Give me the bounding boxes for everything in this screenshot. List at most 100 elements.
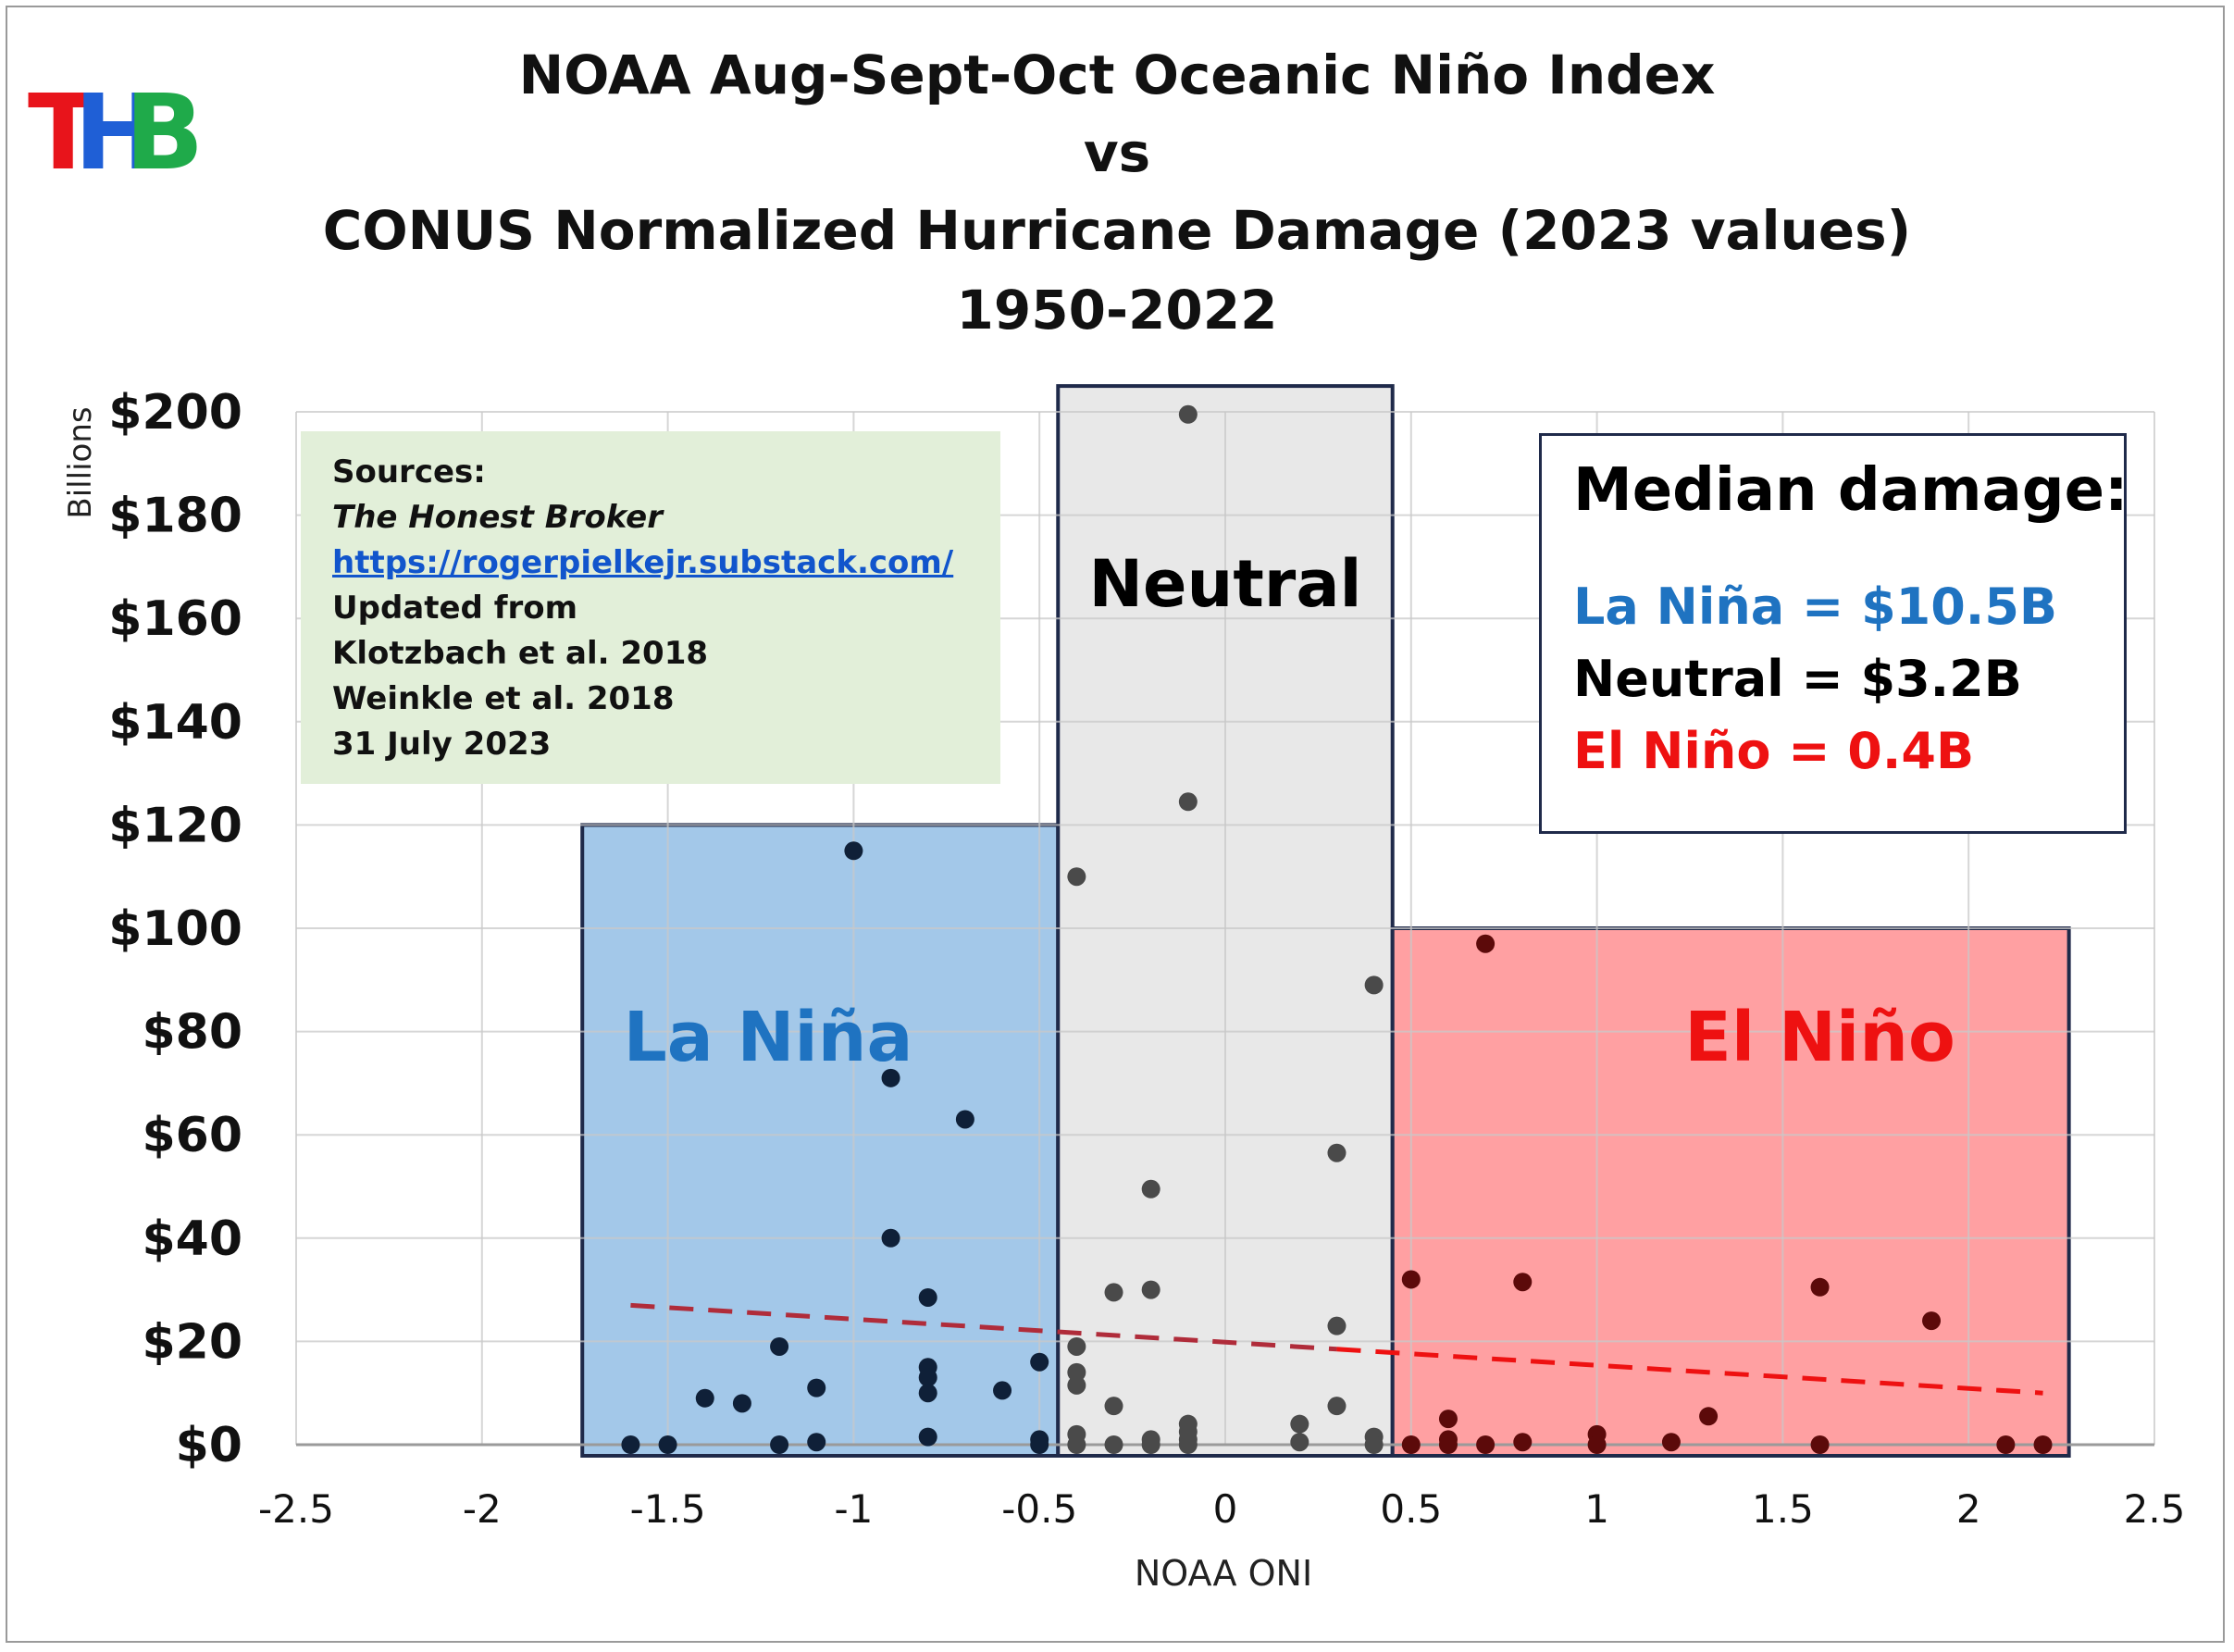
- chart-title: NOAA Aug-Sept-Oct Oceanic Niño Index: [519, 43, 1716, 106]
- data-point: [1141, 1435, 1160, 1454]
- region-label: Neutral: [1088, 546, 1361, 622]
- data-point: [1438, 1410, 1458, 1429]
- y-tick-label: $80: [142, 1005, 242, 1061]
- data-point: [1178, 1435, 1198, 1454]
- data-point: [881, 1228, 900, 1248]
- sources-line: Updated from: [332, 590, 578, 627]
- x-tick-label: 1: [1584, 1486, 1609, 1532]
- x-tick-label: -2: [463, 1486, 502, 1532]
- data-point: [658, 1435, 677, 1454]
- data-point: [844, 841, 863, 861]
- logo-letter: B: [125, 73, 204, 193]
- sources-url-link[interactable]: https://rogerpielkejr.substack.com/: [332, 544, 954, 581]
- y-tick-label: $120: [108, 798, 242, 853]
- data-point: [1104, 1435, 1123, 1454]
- data-point: [695, 1388, 714, 1408]
- sources-line: Klotzbach et al. 2018: [332, 635, 709, 672]
- data-point: [955, 1110, 974, 1129]
- sources-publication: The Honest Broker: [332, 499, 663, 536]
- data-point: [807, 1433, 826, 1452]
- data-point: [1141, 1179, 1160, 1199]
- data-point: [918, 1287, 937, 1307]
- data-point: [1513, 1433, 1533, 1452]
- data-point: [1364, 975, 1384, 995]
- x-axis-label: NOAA ONI: [1135, 1553, 1312, 1594]
- image-frame: [6, 6, 2225, 1643]
- data-point: [807, 1378, 826, 1397]
- data-point: [1438, 1435, 1458, 1454]
- data-point: [993, 1381, 1012, 1400]
- x-tick-label: -2.5: [258, 1486, 334, 1532]
- region-box: [580, 823, 1061, 1458]
- sources-line: 31 July 2023: [332, 726, 552, 763]
- y-tick-label: $180: [108, 489, 242, 544]
- data-point: [1327, 1143, 1347, 1162]
- region-labels: La Niña Neutral El Niño: [624, 546, 1955, 1077]
- enso-regions: [580, 384, 2071, 1459]
- y-tick-label: $60: [142, 1108, 242, 1163]
- data-point: [1699, 1407, 1719, 1426]
- data-point: [770, 1435, 789, 1454]
- x-tick-label: 2.5: [2124, 1486, 2186, 1532]
- logo-letter: H: [74, 73, 161, 193]
- median-title: Median damage:: [1573, 456, 2129, 525]
- data-point: [1364, 1435, 1384, 1454]
- median-neutral: Neutral = $3.2B: [1573, 650, 2022, 708]
- trendline: [630, 1302, 2043, 1396]
- data-point: [1104, 1397, 1123, 1416]
- data-point: [1476, 1435, 1496, 1454]
- chart-title-vs: vs: [1084, 121, 1150, 184]
- data-point: [770, 1336, 789, 1356]
- y-axis-ticks: $0 $20 $40 $60 $80 $100 $120 $140 $160 $180 $200: [108, 385, 242, 1473]
- data-point: [1178, 792, 1198, 812]
- logo-letter: T: [28, 73, 98, 193]
- data-point: [1922, 1311, 1942, 1331]
- thb-logo: THB: [28, 73, 204, 193]
- data-point: [1401, 1270, 1421, 1289]
- y-tick-label: $140: [108, 695, 242, 751]
- data-point: [881, 1068, 900, 1087]
- y-tick-label: $100: [108, 901, 242, 957]
- trendline-segment: [1336, 1347, 2043, 1396]
- y-tick-label: $160: [108, 591, 242, 647]
- data-points: [621, 404, 2053, 1454]
- data-point: [1327, 1397, 1347, 1416]
- data-point: [1810, 1277, 1830, 1297]
- x-tick-label: 0.5: [1380, 1486, 1442, 1532]
- x-tick-label: -1: [834, 1486, 873, 1532]
- data-point: [1401, 1435, 1421, 1454]
- median-damage-box: Median damage: La Niña = $10.5B Neutral …: [1539, 433, 2129, 834]
- data-point: [1587, 1435, 1607, 1454]
- data-point: [1290, 1414, 1309, 1434]
- data-point: [1030, 1435, 1049, 1454]
- data-point: [918, 1368, 937, 1387]
- data-point: [1996, 1435, 2016, 1454]
- data-point: [1141, 1280, 1160, 1299]
- data-point: [1476, 934, 1496, 953]
- data-point: [1104, 1283, 1123, 1302]
- data-point: [1067, 1435, 1086, 1454]
- y-axis-label: Billions: [62, 406, 99, 518]
- y-tick-label: $200: [108, 385, 242, 441]
- data-point: [1810, 1435, 1830, 1454]
- region-label: El Niño: [1684, 998, 1955, 1077]
- chart-period: 1950-2022: [957, 279, 1278, 342]
- data-point: [732, 1394, 751, 1413]
- x-tick-label: -1.5: [630, 1486, 706, 1532]
- region-box: [1390, 926, 2071, 1458]
- data-point: [1030, 1352, 1049, 1372]
- median-la-nina: La Niña = $10.5B: [1573, 578, 2058, 636]
- sources-box: Sources: The Honest Broker https://roger…: [301, 431, 1000, 784]
- y-tick-label: $20: [142, 1314, 242, 1370]
- x-tick-label: -0.5: [1001, 1486, 1077, 1532]
- data-point: [918, 1384, 937, 1403]
- data-point: [1290, 1433, 1309, 1452]
- region-label: La Niña: [624, 998, 913, 1077]
- data-point: [1067, 867, 1086, 887]
- chart-subtitle: CONUS Normalized Hurricane Damage (2023 …: [323, 199, 1911, 262]
- x-tick-label: 2: [1956, 1486, 1981, 1532]
- data-point: [621, 1435, 640, 1454]
- data-point: [1327, 1316, 1347, 1335]
- data-point: [2033, 1435, 2053, 1454]
